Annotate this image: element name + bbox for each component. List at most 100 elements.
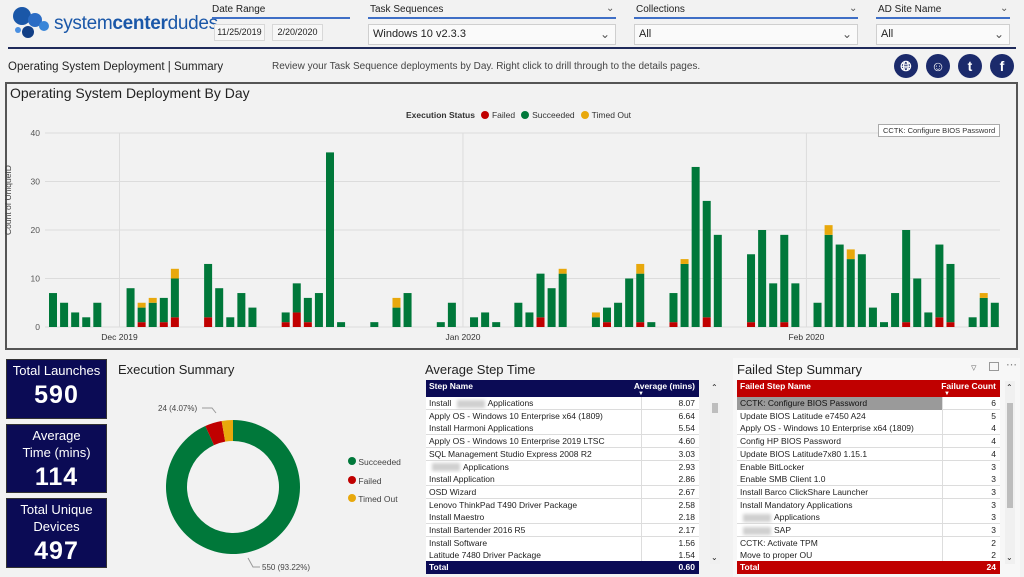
column-divider [641,485,642,498]
donut-slice-failed[interactable] [205,420,226,446]
row-value: 2 [991,550,996,561]
table-row[interactable]: Move to proper OU 2 [737,549,1000,561]
bar-succeeded [525,312,534,327]
bar-failed [902,322,911,327]
table-row[interactable]: Update BIOS Latitude7x80 1.15.1 4 [737,447,1000,461]
kpi-label: Total Unique Devices [20,502,93,534]
chevron-down-icon[interactable]: ⌄ [606,3,615,14]
scroll-up-icon[interactable]: ⌃ [711,383,718,392]
table-row[interactable]: CCTK: Activate TPM 2 [737,536,1000,550]
row-value: 4.60 [678,436,695,447]
table-row[interactable]: Install Bartender 2016 R5 2.17 [426,524,699,537]
table-row[interactable]: Enable SMB Client 1.0 3 [737,473,1000,487]
table-row[interactable]: Apply OS - Windows 10 Enterprise x64 (18… [426,409,699,423]
total-value: 24 [986,562,996,572]
table-row[interactable]: Install Applications 8.07 [426,397,699,410]
total-value: 0.60 [678,562,695,572]
bar-failed [747,322,756,327]
table-row[interactable]: Install Harmoni Applications 5.54 [426,422,699,436]
table-row[interactable]: Apply OS - Windows 10 Enterprise 2019 LT… [426,435,699,449]
scroll-thumb[interactable] [1007,403,1013,508]
table-row[interactable]: Apply OS - Windows 10 Enterprise x64 (18… [737,422,1000,436]
total-label: Total [429,562,449,572]
column-header-failed-step[interactable]: Failed Step Name [740,381,811,391]
collections-dropdown[interactable]: All ⌄ [634,24,858,45]
avg-table-scrollbar[interactable]: ⌃ ⌄ [710,381,720,564]
donut-legend-timed-out[interactable]: Timed Out [348,490,401,509]
failed-table-scrollbar[interactable]: ⌃ ⌄ [1005,381,1015,564]
bar-failed [946,322,955,327]
bar-failed [303,322,312,327]
column-header-step-name[interactable]: Step Name [429,381,473,391]
column-header-average[interactable]: Average (mins) [633,381,695,391]
table-row[interactable]: SAP 3 [737,524,1000,537]
column-divider [942,435,943,448]
globe-icon[interactable]: 🌐︎ [894,54,918,78]
scroll-down-icon[interactable]: ⌄ [711,553,718,562]
table-row[interactable]: Lenovo ThinkPad T490 Driver Package 2.58 [426,498,699,512]
step-name: OSD Wizard [429,486,477,497]
row-value: 6.64 [678,410,695,421]
column-header-failure-count[interactable]: Failure Count [941,381,996,391]
twitter-icon[interactable]: t [958,54,982,78]
filter-icon[interactable]: ▿ [971,362,977,374]
step-name: Install Barco ClickShare Launcher [740,486,869,497]
bar-succeeded [82,317,91,327]
donut-slice-timed-out[interactable] [221,420,233,442]
legend-timed-out[interactable]: Timed Out [591,110,632,120]
step-name: Install Harmoni Applications [429,423,534,434]
chevron-down-icon[interactable]: ⌄ [1000,3,1009,14]
more-options-icon[interactable]: ⋯ [1006,359,1017,371]
bar-succeeded [470,317,479,327]
bar-succeeded [846,259,855,327]
ad-site-dropdown[interactable]: All ⌄ [876,24,1010,45]
focus-mode-icon[interactable] [989,362,999,371]
bar-succeeded [968,317,977,327]
row-value: 4 [991,448,996,459]
table-row[interactable]: Applications 3 [737,511,1000,525]
date-start-input[interactable]: 11/25/2019 [214,24,265,41]
table-row[interactable]: CCTK: Configure BIOS Password 6 [737,397,1000,410]
step-name: Lenovo ThinkPad T490 Driver Package [429,499,578,510]
row-value: 3 [991,461,996,472]
table-row[interactable]: Enable BitLocker 3 [737,460,1000,474]
table-row[interactable]: Latitude 7480 Driver Package 1.54 [426,549,699,561]
bar-succeeded [137,307,146,323]
date-end-input[interactable]: 2/20/2020 [272,24,323,41]
bar-timed-out [392,297,401,308]
row-value: 4 [991,423,996,434]
table-row[interactable]: Install Software 1.56 [426,536,699,550]
task-sequences-dropdown[interactable]: Windows 10 v2.3.3 ⌄ [368,24,616,45]
bar-timed-out [137,302,146,308]
table-row[interactable]: Install Application 2.86 [426,473,699,487]
table-row[interactable]: Install Barco ClickShare Launcher 3 [737,485,1000,499]
column-divider [942,485,943,498]
table-row[interactable]: Update BIOS Latitude e7450 A24 5 [737,409,1000,423]
scroll-down-icon[interactable]: ⌄ [1006,553,1013,562]
scroll-thumb[interactable] [712,403,718,413]
table-row[interactable]: Config HP BIOS Password 4 [737,435,1000,449]
step-name: Applications [429,461,509,474]
legend-succeeded[interactable]: Succeeded [532,110,575,120]
table-row[interactable]: Install Maestro 2.18 [426,511,699,525]
bar-succeeded [702,200,711,318]
row-value: 3 [991,525,996,535]
facebook-icon[interactable]: f [990,54,1014,78]
table-row[interactable]: SQL Management Studio Express 2008 R2 3.0… [426,447,699,461]
chevron-down-icon[interactable]: ⌄ [849,3,858,14]
donut-slice-succeeded[interactable] [166,420,300,554]
failed-step-table: Failed Step Name Failure Count ▼ CCTK: C… [737,380,1000,574]
donut-legend-succeeded[interactable]: Succeeded [348,453,401,472]
legend-failed[interactable]: Failed [491,110,516,120]
step-name: Install Software [429,537,488,548]
table-row[interactable]: Applications 2.93 [426,460,699,474]
bar-succeeded [71,312,80,327]
donut-legend-failed[interactable]: Failed [348,472,401,491]
bar-succeeded [481,312,490,327]
tooltip: CCTK: Configure BIOS Password [878,124,1001,137]
donut-legend: Succeeded Failed Timed Out [348,453,401,509]
scroll-up-icon[interactable]: ⌃ [1006,383,1013,392]
user-icon[interactable]: ☺ [926,54,950,78]
table-row[interactable]: Install Mandatory Applications 3 [737,498,1000,512]
table-row[interactable]: OSD Wizard 2.67 [426,485,699,499]
